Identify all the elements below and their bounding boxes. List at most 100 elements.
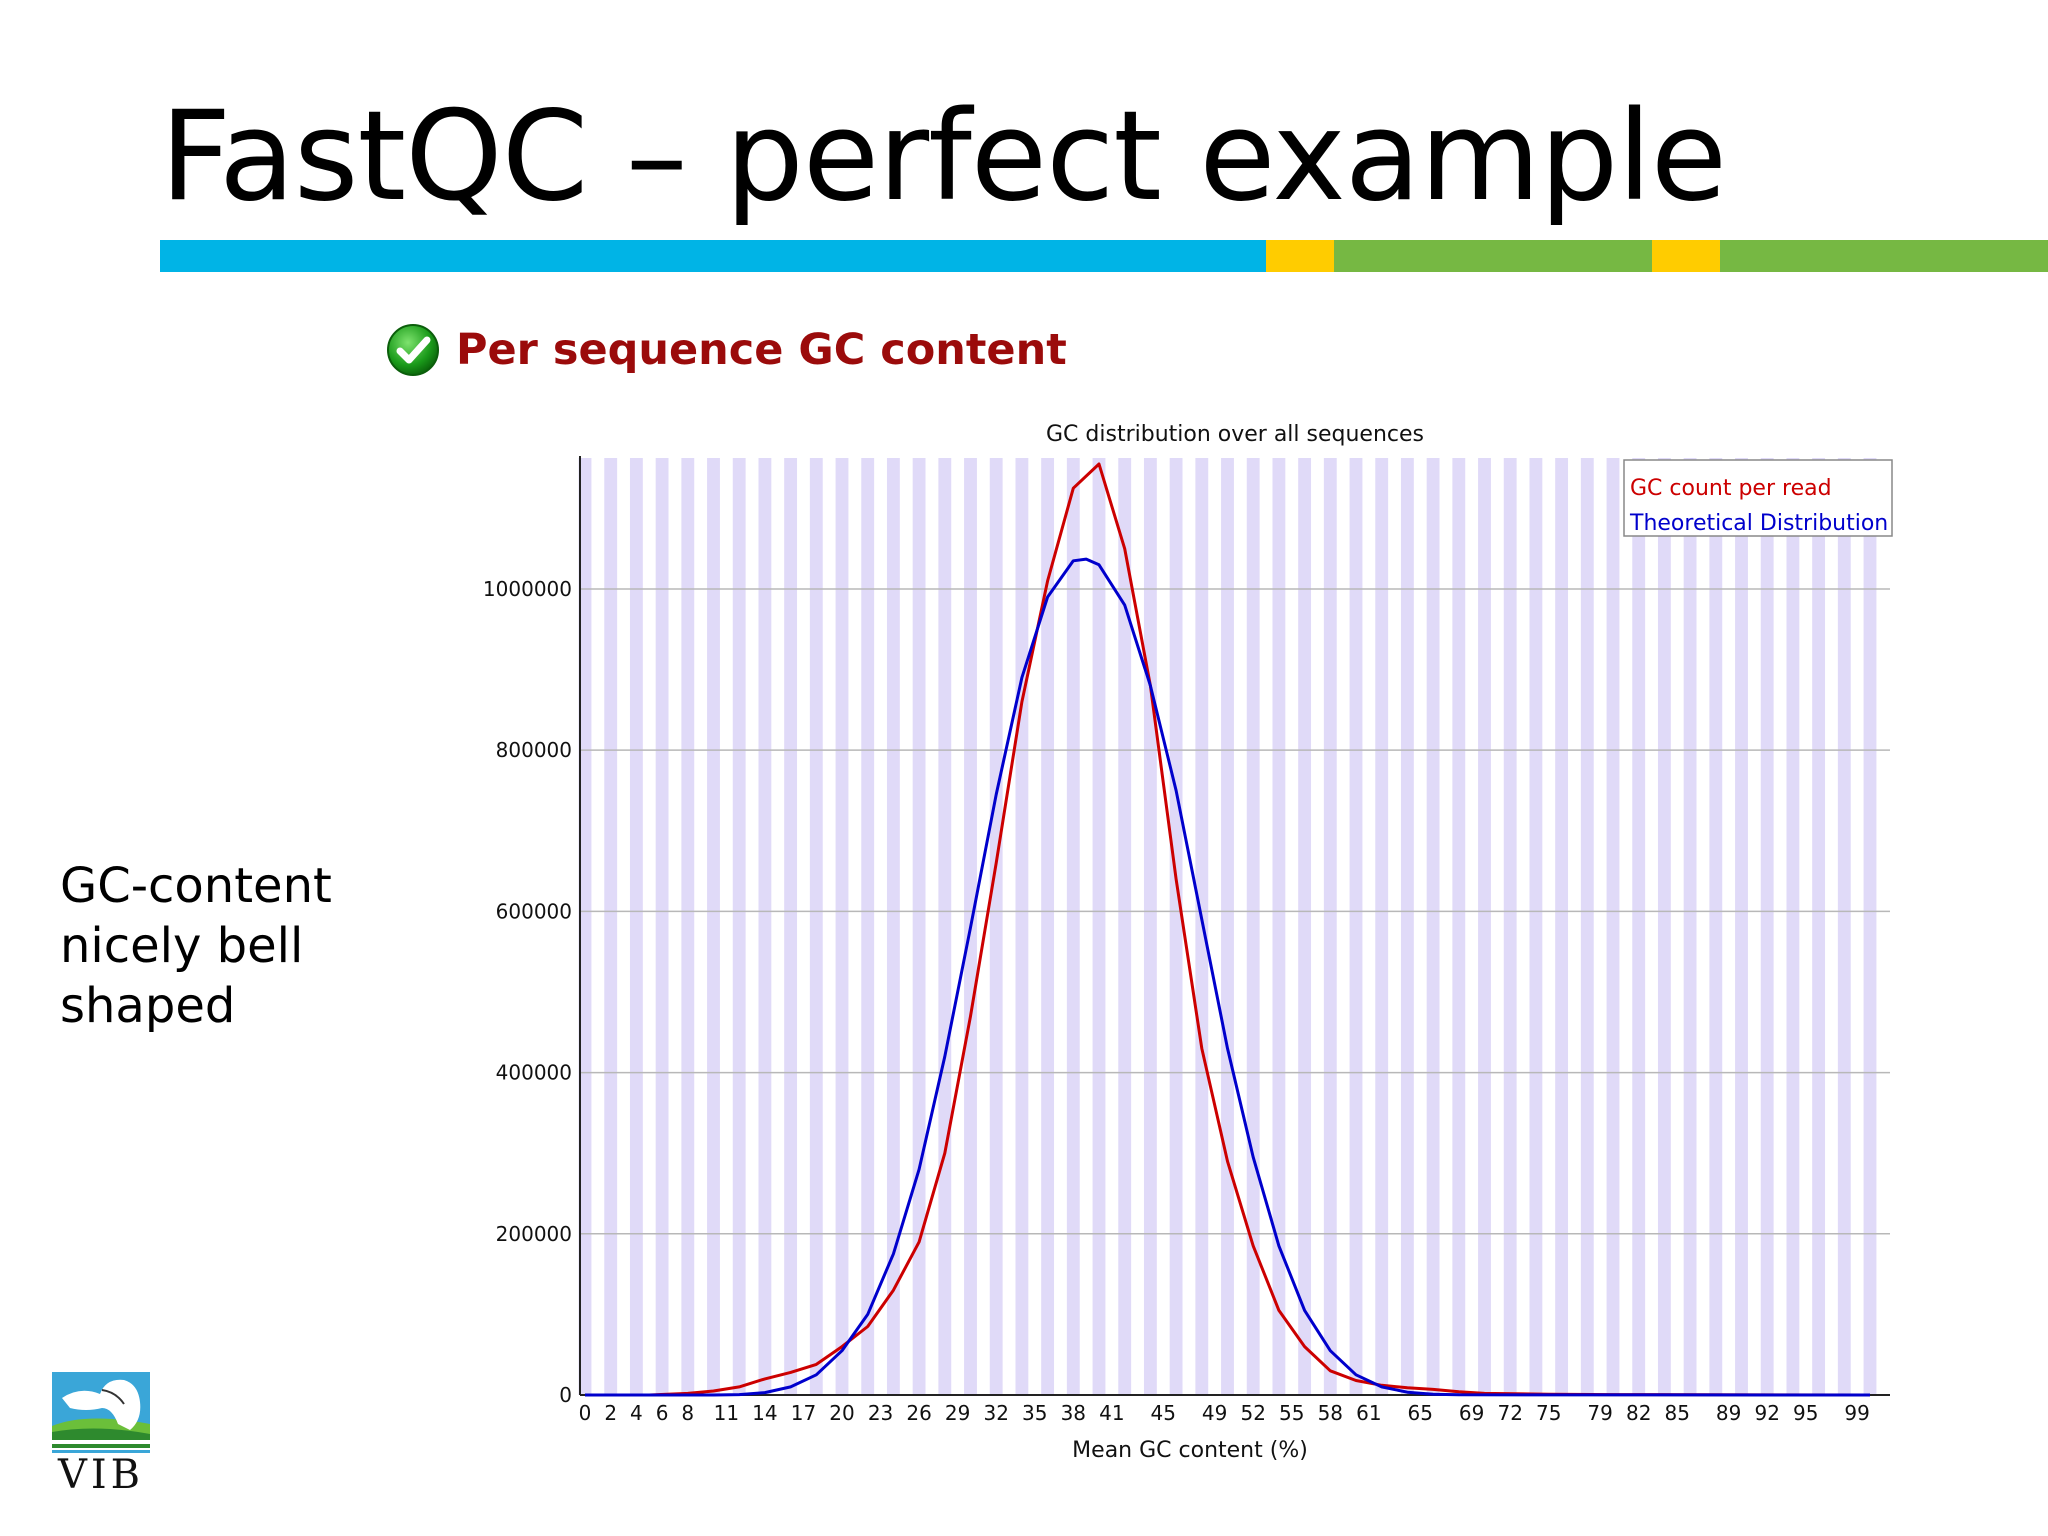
x-tick-label: 0 bbox=[579, 1401, 592, 1425]
x-tick-label: 95 bbox=[1793, 1401, 1818, 1425]
bg-stripe bbox=[604, 458, 618, 1395]
x-tick-label: 14 bbox=[752, 1401, 777, 1425]
bg-stripe bbox=[1657, 458, 1671, 1395]
bg-stripe bbox=[1143, 458, 1157, 1395]
series-line-theoretical bbox=[585, 557, 1871, 1397]
x-tick-label: 75 bbox=[1536, 1401, 1561, 1425]
y-tick-label: 600000 bbox=[496, 899, 572, 923]
x-tick-label: 52 bbox=[1240, 1401, 1265, 1425]
bg-stripe bbox=[912, 458, 926, 1395]
x-tick-label: 8 bbox=[681, 1401, 694, 1425]
x-tick-label: 58 bbox=[1318, 1401, 1343, 1425]
x-tick-label: 35 bbox=[1022, 1401, 1047, 1425]
bg-stripe bbox=[1503, 458, 1517, 1395]
bar-segment-green-2 bbox=[1720, 240, 2048, 272]
side-note-line-3: shaped bbox=[60, 978, 236, 1034]
bg-stripe bbox=[1221, 458, 1234, 1395]
x-tick-label: 79 bbox=[1587, 1401, 1612, 1425]
bg-stripe bbox=[1529, 458, 1543, 1395]
bg-stripe bbox=[1118, 458, 1132, 1395]
x-axis-ticks: 0 2 4 6 8 11 14 17 20 23 26 29 32 35 38 41 45 49 52 55 58 61 6… bbox=[579, 1401, 1870, 1425]
bg-stripe bbox=[1015, 458, 1029, 1395]
y-tick-label: 200000 bbox=[496, 1222, 572, 1246]
legend-entry-gc-count: GC count per read bbox=[1630, 476, 1832, 501]
bg-stripe bbox=[1478, 458, 1491, 1395]
bg-stripe bbox=[1735, 458, 1748, 1395]
series-line-gc-count bbox=[585, 462, 1871, 1397]
y-tick-label: 0 bbox=[559, 1383, 572, 1407]
x-tick-label: 89 bbox=[1716, 1401, 1741, 1425]
x-tick-label: 92 bbox=[1754, 1401, 1779, 1425]
bg-stripe bbox=[1863, 458, 1877, 1395]
bg-stripe bbox=[989, 458, 1003, 1395]
bg-stripe bbox=[784, 458, 798, 1395]
bg-stripe bbox=[1683, 458, 1697, 1395]
slide-title: FastQC – perfect example bbox=[160, 85, 1727, 229]
bg-stripe bbox=[1375, 458, 1389, 1395]
y-tick-label: 800000 bbox=[496, 738, 572, 762]
series-lines bbox=[585, 462, 1871, 1397]
bg-stripe bbox=[1066, 458, 1080, 1395]
x-tick-label: 2 bbox=[604, 1401, 617, 1425]
bg-stripe bbox=[1786, 458, 1800, 1395]
bg-stripe bbox=[1580, 458, 1594, 1395]
side-note: GC-content nicely bell shaped bbox=[60, 856, 420, 1036]
x-tick-label: 82 bbox=[1626, 1401, 1651, 1425]
bg-stripe bbox=[1426, 458, 1440, 1395]
x-tick-label: 45 bbox=[1151, 1401, 1176, 1425]
x-tick-label: 17 bbox=[791, 1401, 816, 1425]
title-underline-bar bbox=[160, 240, 2048, 272]
x-tick-label: 11 bbox=[714, 1401, 739, 1425]
bg-stripe bbox=[655, 458, 669, 1395]
x-tick-label: 61 bbox=[1356, 1401, 1381, 1425]
bg-stripe bbox=[938, 458, 952, 1395]
bg-stripe bbox=[835, 458, 849, 1395]
x-tick-label: 49 bbox=[1202, 1401, 1227, 1425]
bar-segment-yellow-1 bbox=[1266, 240, 1334, 272]
bg-stripe bbox=[809, 458, 823, 1395]
bg-stripe bbox=[1092, 458, 1106, 1395]
legend-entry-theoretical: Theoretical Distribution bbox=[1629, 511, 1888, 536]
background-stripes bbox=[578, 458, 1877, 1395]
bg-stripe bbox=[1709, 458, 1723, 1395]
legend-box bbox=[1623, 459, 1893, 537]
bg-stripe bbox=[1298, 458, 1312, 1395]
bg-stripe bbox=[1812, 458, 1826, 1395]
y-tick-label: 400000 bbox=[496, 1061, 572, 1085]
x-tick-label: 23 bbox=[868, 1401, 893, 1425]
bar-segment-green-1 bbox=[1334, 240, 1652, 272]
bg-stripe bbox=[758, 458, 772, 1395]
bar-segment-blue bbox=[160, 240, 1266, 272]
bg-stripe bbox=[1169, 458, 1183, 1395]
bar-segment-yellow-2 bbox=[1652, 240, 1720, 272]
x-tick-label: 65 bbox=[1408, 1401, 1433, 1425]
x-tick-label: 99 bbox=[1844, 1401, 1869, 1425]
bg-stripe bbox=[1452, 458, 1466, 1395]
bg-stripe bbox=[732, 458, 746, 1395]
bg-stripe bbox=[1760, 458, 1774, 1395]
y-axis-ticks: 0 200000 400000 600000 800000 1000000 bbox=[483, 577, 572, 1407]
x-axis-label: Mean GC content (%) bbox=[1072, 1438, 1308, 1463]
grid-lines bbox=[580, 588, 1890, 1235]
bg-stripe bbox=[1349, 458, 1363, 1395]
x-tick-label: 38 bbox=[1061, 1401, 1086, 1425]
bg-stripe bbox=[1323, 458, 1337, 1395]
check-circle-icon bbox=[387, 324, 439, 376]
x-tick-label: 6 bbox=[656, 1401, 669, 1425]
bg-stripe bbox=[1837, 458, 1851, 1395]
vib-logo: VIB bbox=[52, 1372, 150, 1494]
bg-stripe bbox=[1246, 458, 1260, 1395]
bg-stripe bbox=[861, 458, 875, 1395]
bg-stripe bbox=[1272, 458, 1286, 1395]
x-tick-label: 26 bbox=[906, 1401, 931, 1425]
bg-stripe bbox=[886, 458, 900, 1395]
x-tick-label: 20 bbox=[829, 1401, 854, 1425]
bg-stripe bbox=[578, 458, 592, 1395]
bg-stripe bbox=[629, 458, 643, 1395]
bg-stripe bbox=[1041, 458, 1055, 1395]
x-tick-label: 41 bbox=[1099, 1401, 1124, 1425]
bg-stripe bbox=[707, 458, 720, 1395]
module-header: Per sequence GC content bbox=[386, 320, 1067, 380]
bg-stripe bbox=[1606, 458, 1620, 1395]
